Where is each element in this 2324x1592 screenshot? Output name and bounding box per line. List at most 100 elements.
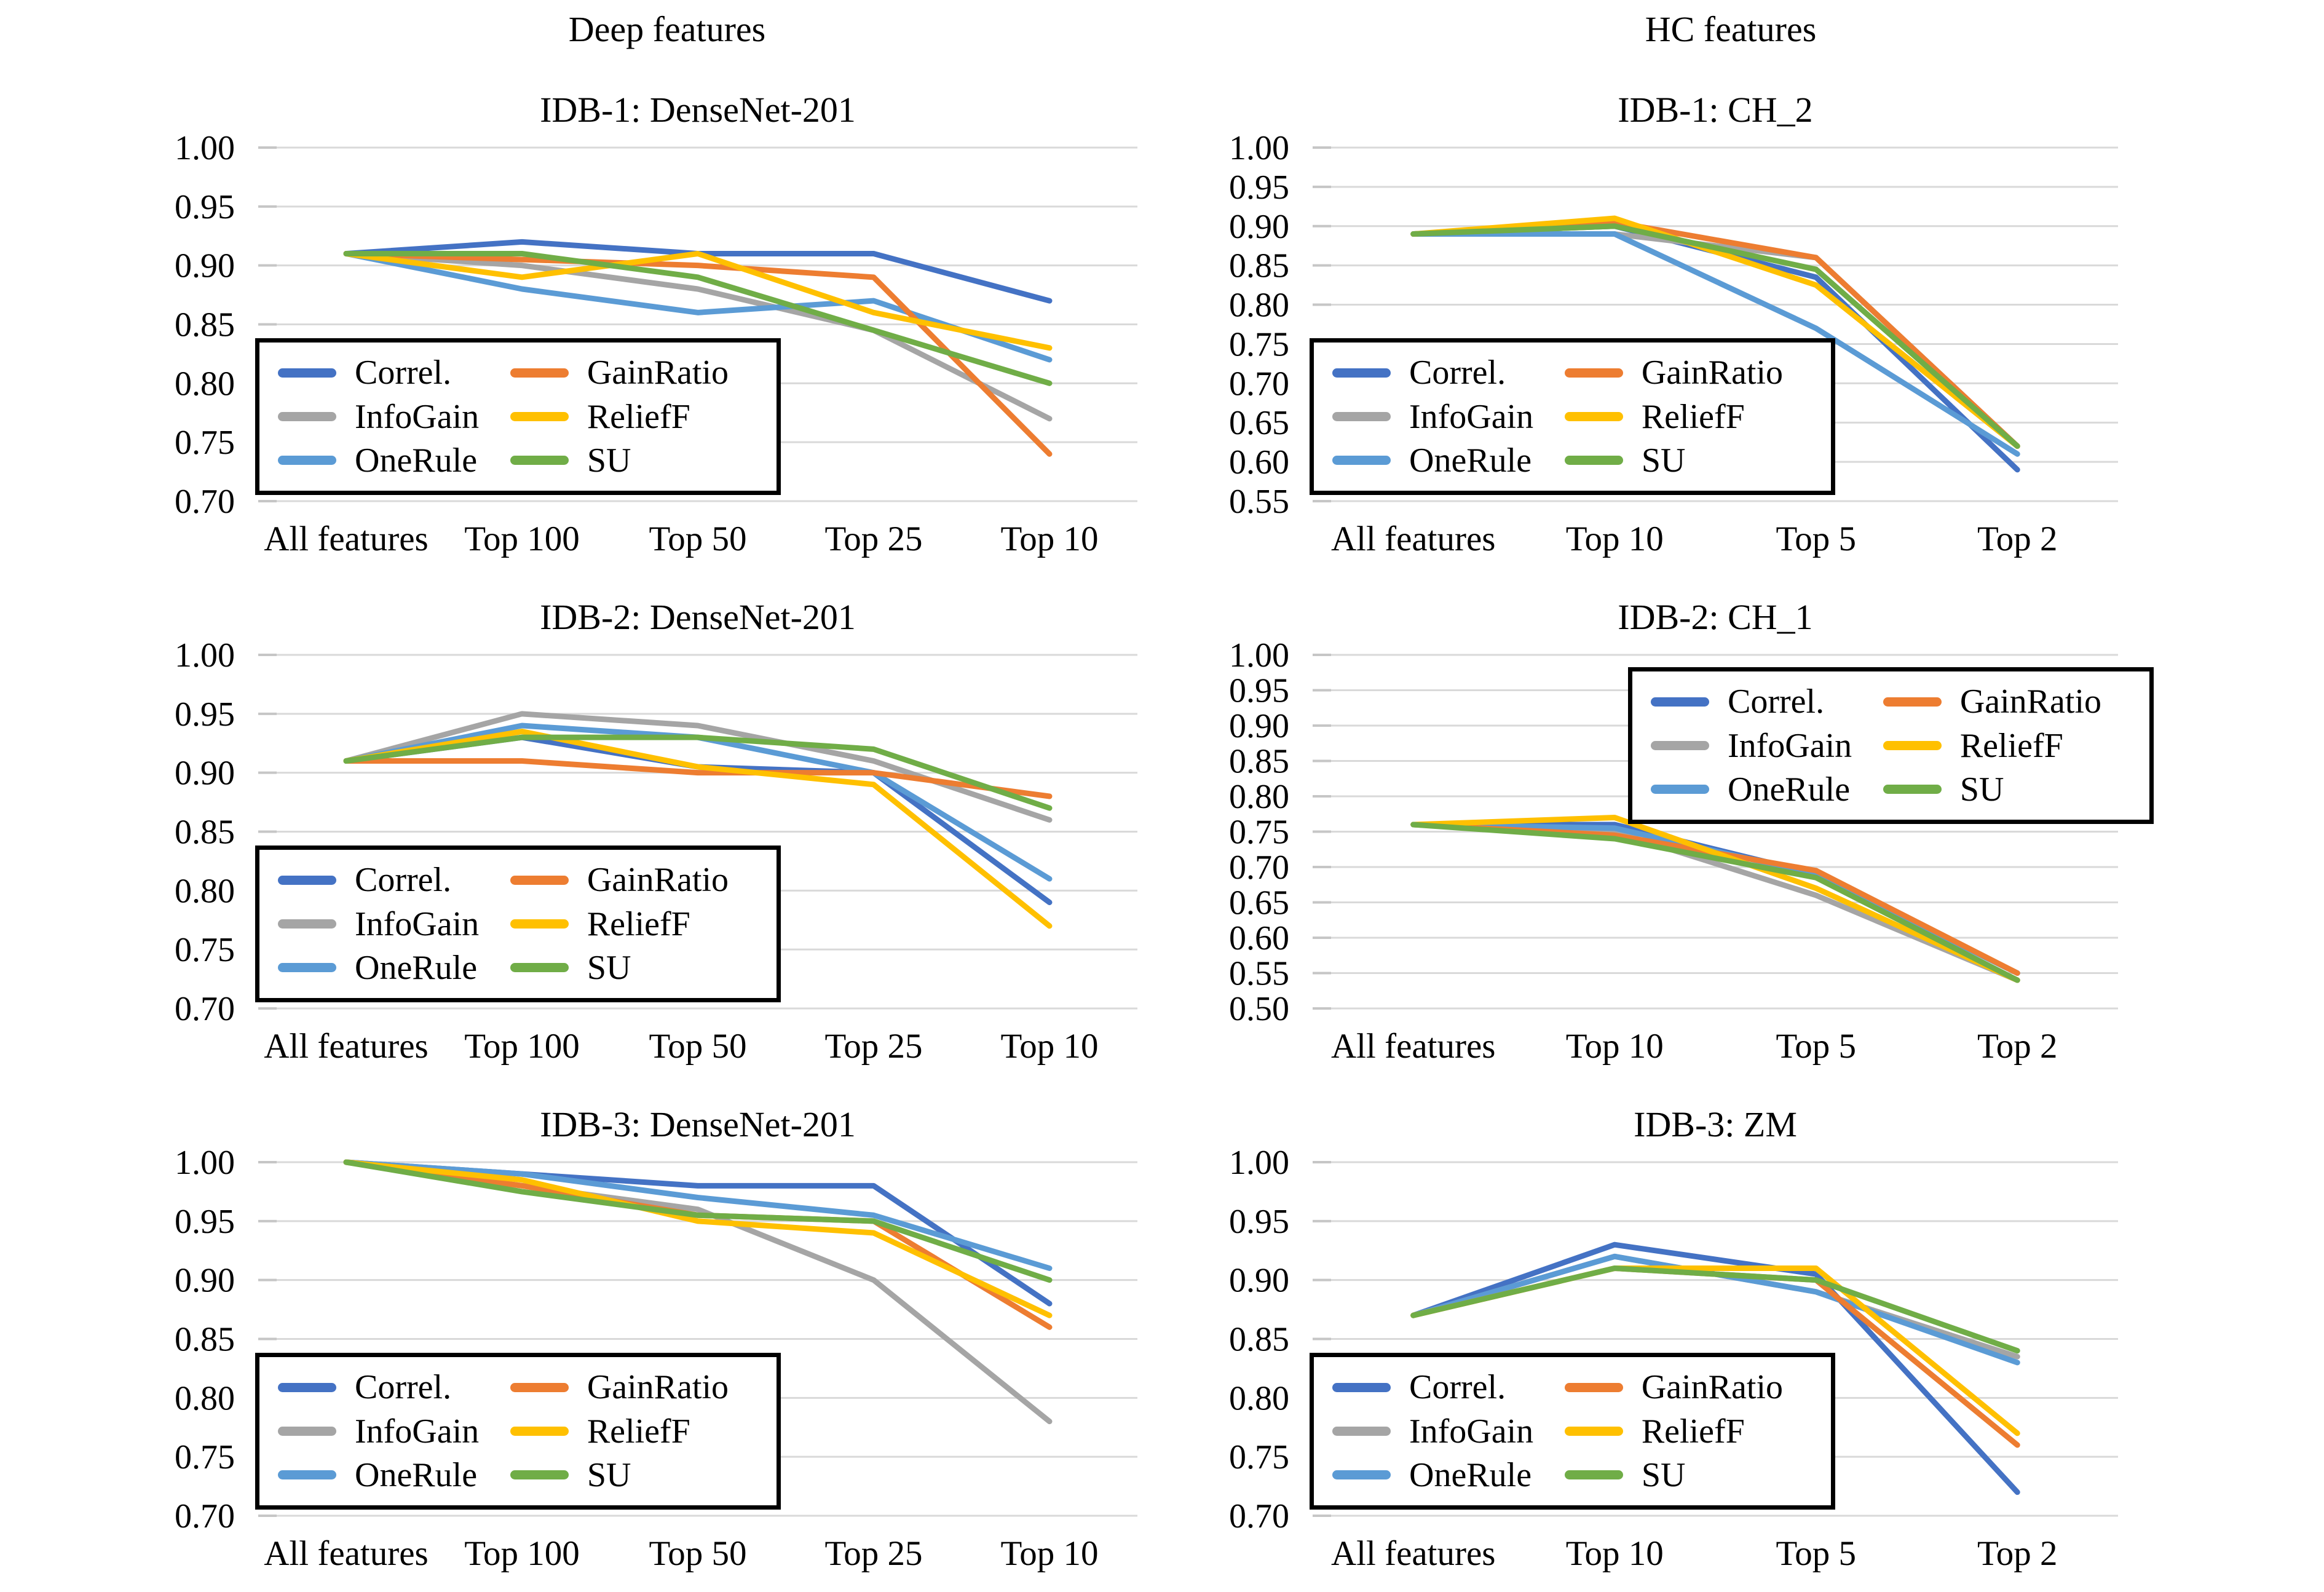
legend-label: OneRule bbox=[355, 441, 478, 480]
legend-swatch-relieff-icon bbox=[510, 1427, 569, 1436]
x-tick-label: Top 2 bbox=[1977, 1027, 2058, 1066]
line-chart-idb-1-ch-2: IDB-1: CH_21.000.950.900.850.800.750.700… bbox=[1229, 90, 2118, 558]
legend-swatch-correl-icon bbox=[1332, 368, 1391, 378]
legend-item-gainratio: GainRatio bbox=[510, 1370, 770, 1404]
legend-label: SU bbox=[1959, 770, 2004, 809]
legend-swatch-relieff-icon bbox=[510, 412, 569, 421]
legend-item-relieff: ReliefF bbox=[510, 1414, 770, 1449]
y-tick-label: 0.90 bbox=[175, 1262, 235, 1300]
x-tick-label: Top 25 bbox=[824, 1027, 922, 1066]
legend: Correl. GainRatio InfoGain ReliefF OneRule SU bbox=[1310, 1353, 1835, 1510]
legend-swatch-su-icon bbox=[510, 456, 569, 465]
y-tick-label: 0.70 bbox=[1229, 365, 1289, 403]
x-tick-label: All features bbox=[1331, 1534, 1495, 1573]
y-tick-label: 0.80 bbox=[1229, 778, 1289, 816]
legend-item-onerule: OneRule bbox=[278, 443, 510, 478]
chart-panel-idb-2-ch-1: IDB-2: CH_1 1.00 0.95 0.90 0.85 0.80 0.75 0.70 0… bbox=[1162, 575, 2324, 1082]
legend-item-correl: Correl. bbox=[278, 863, 510, 897]
x-tick-label: All features bbox=[264, 1534, 428, 1573]
legend-item-su: SU bbox=[1564, 1458, 1825, 1492]
legend-item-correl: Correl. bbox=[1332, 355, 1565, 390]
series-line-correl bbox=[343, 239, 1053, 304]
legend-label: Correl. bbox=[1728, 683, 1825, 721]
legend-item-onerule: OneRule bbox=[1651, 772, 1883, 807]
legend-label: Correl. bbox=[355, 861, 452, 900]
legend-swatch-su-icon bbox=[510, 1470, 569, 1480]
series-line-correl bbox=[1410, 1242, 2020, 1495]
legend-label: GainRatio bbox=[1641, 354, 1784, 392]
chart-title: IDB-2: CH_1 bbox=[1618, 597, 1812, 637]
legend-label: ReliefF bbox=[587, 905, 690, 943]
legend-label: OneRule bbox=[1728, 770, 1851, 809]
legend-item-infogain: InfoGain bbox=[278, 1414, 510, 1449]
legend-swatch-su-icon bbox=[1883, 785, 1942, 794]
legend-label: ReliefF bbox=[1641, 1412, 1745, 1451]
legend-label: InfoGain bbox=[1409, 1412, 1534, 1451]
y-tick-label: 0.75 bbox=[175, 931, 235, 969]
legend: Correl. GainRatio InfoGain ReliefF OneRule SU bbox=[255, 1353, 781, 1510]
legend-swatch-infogain-icon bbox=[1332, 1427, 1391, 1436]
y-tick-label: 1.00 bbox=[175, 1144, 235, 1182]
legend-swatch-gainratio-icon bbox=[1564, 368, 1623, 378]
y-tick-label: 0.70 bbox=[1229, 849, 1289, 887]
x-tick-label: Top 25 bbox=[824, 520, 922, 558]
y-tick-label: 1.00 bbox=[175, 636, 235, 675]
x-tick-label: Top 10 bbox=[1566, 520, 1664, 558]
legend-label: InfoGain bbox=[355, 397, 480, 436]
legend-swatch-correl-icon bbox=[1332, 1382, 1391, 1392]
legend-item-onerule: OneRule bbox=[278, 951, 510, 985]
legend-label: InfoGain bbox=[355, 1412, 480, 1451]
y-tick-label: 0.95 bbox=[1229, 168, 1289, 207]
legend-swatch-infogain-icon bbox=[278, 1427, 336, 1436]
x-tick-label: Top 50 bbox=[649, 1027, 746, 1066]
legend-swatch-correl-icon bbox=[278, 368, 336, 378]
legend-swatch-relieff-icon bbox=[1883, 741, 1942, 750]
y-tick-label: 1.00 bbox=[1229, 129, 1289, 167]
line-chart-idb-3-densenet-201: IDB-3: DenseNet-201 1.00 0.95 0.90 0.85 0.80 0… bbox=[175, 1104, 1137, 1573]
legend-item-infogain: InfoGain bbox=[1651, 729, 1883, 763]
y-tick-label: 0.80 bbox=[1229, 287, 1289, 325]
y-tick-label: 0.55 bbox=[1229, 955, 1289, 993]
y-tick-label: 1.00 bbox=[175, 129, 235, 167]
y-tick-label: 0.70 bbox=[1229, 1497, 1289, 1535]
y-tick-label: 0.75 bbox=[175, 1438, 235, 1476]
x-tick-label: All features bbox=[264, 520, 428, 558]
series-line-relieff bbox=[343, 729, 1053, 929]
legend-swatch-onerule-icon bbox=[278, 1470, 336, 1480]
line-chart-idb-2-ch-1: IDB-2: CH_11.000.950.900.850.800.750.700… bbox=[1229, 597, 2118, 1066]
y-tick-label: 0.85 bbox=[175, 306, 235, 344]
x-tick-label: Top 10 bbox=[1566, 1027, 1664, 1066]
series-line-relieff bbox=[1410, 815, 2020, 983]
legend-label: SU bbox=[587, 441, 631, 480]
legend-label: OneRule bbox=[355, 948, 478, 987]
legend-swatch-gainratio-icon bbox=[510, 368, 569, 378]
legend-swatch-infogain-icon bbox=[1651, 741, 1709, 750]
series-line-relieff bbox=[343, 1159, 1053, 1318]
y-tick-label: 0.70 bbox=[175, 1497, 235, 1535]
chart-panel-idb-3-zm: IDB-3: ZM 1.00 0.95 0.90 0.85 0.80 0.75 0.70 All… bbox=[1162, 1082, 2324, 1590]
legend-swatch-gainratio-icon bbox=[1564, 1382, 1623, 1392]
legend-item-relieff: ReliefF bbox=[1564, 400, 1825, 434]
legend-item-relieff: ReliefF bbox=[1883, 729, 2143, 763]
y-tick-label: 0.65 bbox=[1229, 404, 1289, 442]
chart-title: IDB-1: DenseNet-201 bbox=[540, 90, 856, 130]
x-tick-label: Top 5 bbox=[1776, 1534, 1856, 1573]
legend-item-su: SU bbox=[510, 443, 770, 478]
x-tick-label: Top 10 bbox=[1000, 1534, 1098, 1573]
x-tick-label: Top 10 bbox=[1000, 1027, 1098, 1066]
legend-swatch-onerule-icon bbox=[1332, 456, 1391, 465]
chart-panel-idb-1-densenet-201: IDB-1: DenseNet-201 1.00 0.95 0.90 0.85 0.80 0… bbox=[0, 68, 1162, 575]
x-tick-label: Top 50 bbox=[649, 520, 746, 558]
legend-swatch-onerule-icon bbox=[278, 456, 336, 465]
legend-item-onerule: OneRule bbox=[1332, 443, 1565, 478]
y-tick-label: 0.80 bbox=[175, 872, 235, 910]
x-tick-label: Top 5 bbox=[1776, 520, 1856, 558]
legend: Correl. GainRatio InfoGain ReliefF OneRule SU bbox=[255, 338, 781, 495]
legend-item-gainratio: GainRatio bbox=[510, 863, 770, 897]
legend-item-infogain: InfoGain bbox=[1332, 400, 1565, 434]
legend-item-relieff: ReliefF bbox=[1564, 1412, 1825, 1451]
y-tick-label: 0.80 bbox=[175, 365, 235, 403]
legend-label: ReliefF bbox=[587, 1412, 690, 1451]
legend-label: Correl. bbox=[355, 1368, 452, 1407]
